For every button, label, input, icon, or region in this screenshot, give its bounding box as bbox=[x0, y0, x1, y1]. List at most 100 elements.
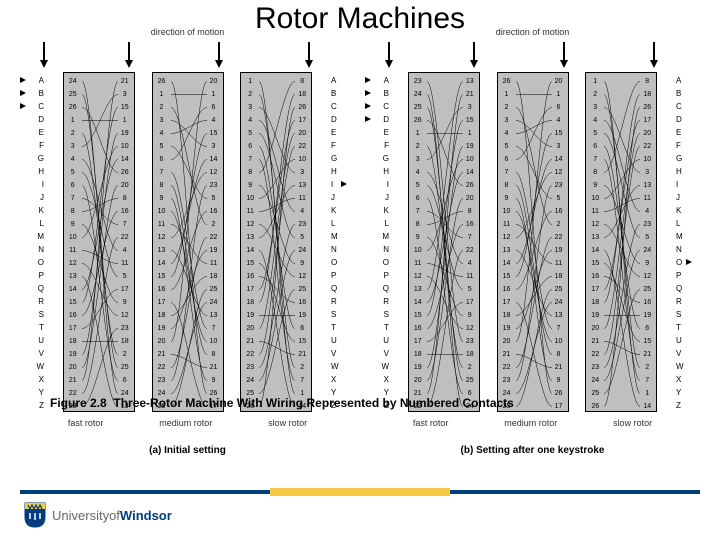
input-arrow-icon bbox=[20, 103, 26, 109]
contact: 9 bbox=[409, 231, 427, 244]
rotor-left-contacts: 2612345678910111213141516171819202122232… bbox=[498, 73, 516, 413]
contact: 13 bbox=[205, 309, 223, 322]
contact: 19 bbox=[498, 322, 516, 335]
input-arrow-icon bbox=[20, 90, 26, 96]
contact: 11 bbox=[293, 192, 311, 205]
contact: 12 bbox=[550, 166, 568, 179]
contact: 9 bbox=[205, 374, 223, 387]
contact: 20 bbox=[241, 322, 259, 335]
output-letters: ABCDEFGHIJKLMNOPQRSTUVWXYZ bbox=[329, 72, 347, 412]
contact: 17 bbox=[116, 283, 134, 296]
rotor-label: slow rotor bbox=[613, 418, 652, 428]
contact: 18 bbox=[586, 296, 604, 309]
logo-text: UniversityofWindsor bbox=[52, 508, 172, 523]
contact: 16 bbox=[116, 205, 134, 218]
contact: 1 bbox=[241, 75, 259, 88]
letter: H bbox=[373, 165, 389, 178]
contact: 12 bbox=[586, 218, 604, 231]
down-arrow-icon bbox=[125, 60, 133, 68]
contact: 14 bbox=[550, 153, 568, 166]
contact: 6 bbox=[638, 322, 656, 335]
contact: 12 bbox=[116, 309, 134, 322]
letter: A bbox=[373, 74, 389, 87]
letter: L bbox=[28, 217, 44, 230]
contact: 8 bbox=[638, 75, 656, 88]
rotor-label: medium rotor bbox=[159, 418, 212, 428]
letter: A bbox=[331, 74, 347, 87]
letter: B bbox=[676, 87, 692, 100]
letter: P bbox=[676, 269, 692, 282]
output-arrow-icon bbox=[686, 259, 692, 265]
contact: 7 bbox=[550, 322, 568, 335]
rotor-right-contacts: 8182617202210313114235249122516196152127… bbox=[638, 73, 656, 413]
contact: 3 bbox=[116, 88, 134, 101]
contact: 13 bbox=[638, 179, 656, 192]
contact: 2 bbox=[550, 218, 568, 231]
caption-b: (b) Setting after one keystroke bbox=[365, 445, 700, 456]
wiring bbox=[516, 75, 552, 413]
contact: 18 bbox=[498, 309, 516, 322]
contact: 2 bbox=[116, 348, 134, 361]
contact: 9 bbox=[293, 257, 311, 270]
rotors-row-a: ABCDEFGHIJKLMNOPQRSTUVWXYZ24252612345678… bbox=[20, 72, 355, 412]
contact: 16 bbox=[64, 309, 82, 322]
contact: 21 bbox=[550, 361, 568, 374]
contact: 15 bbox=[461, 114, 479, 127]
contact: 2 bbox=[64, 127, 82, 140]
contact: 3 bbox=[409, 153, 427, 166]
contact: 14 bbox=[116, 153, 134, 166]
contact: 1 bbox=[153, 88, 171, 101]
contact: 11 bbox=[64, 244, 82, 257]
contact: 26 bbox=[116, 166, 134, 179]
contact: 26 bbox=[638, 101, 656, 114]
contact: 6 bbox=[293, 322, 311, 335]
contact: 12 bbox=[638, 270, 656, 283]
contact: 8 bbox=[64, 205, 82, 218]
letter: J bbox=[331, 191, 347, 204]
contact: 20 bbox=[550, 75, 568, 88]
motion-label-b: direction of motion bbox=[496, 27, 570, 37]
contact: 10 bbox=[586, 192, 604, 205]
contact: 24 bbox=[550, 296, 568, 309]
rotor-right-contacts: 8182617202210313114235249122516196152127… bbox=[293, 73, 311, 413]
letter: O bbox=[28, 256, 44, 269]
contact: 8 bbox=[241, 166, 259, 179]
contact: 9 bbox=[638, 257, 656, 270]
contact: 3 bbox=[498, 114, 516, 127]
letter: D bbox=[28, 113, 44, 126]
contact: 6 bbox=[153, 153, 171, 166]
contact: 16 bbox=[461, 218, 479, 231]
contact: 15 bbox=[205, 127, 223, 140]
contact: 15 bbox=[550, 127, 568, 140]
contact: 19 bbox=[241, 309, 259, 322]
contact: 12 bbox=[205, 166, 223, 179]
input-arrow-icon bbox=[365, 90, 371, 96]
contact: 8 bbox=[153, 179, 171, 192]
contact: 8 bbox=[205, 348, 223, 361]
input-letters: ABCDEFGHIJKLMNOPQRSTUVWXYZ bbox=[373, 72, 391, 412]
letter: P bbox=[331, 269, 347, 282]
caption-a: (a) Initial setting bbox=[20, 445, 355, 456]
contact: 21 bbox=[116, 75, 134, 88]
wiring bbox=[259, 75, 295, 413]
contact: 26 bbox=[586, 400, 604, 413]
contact: 13 bbox=[550, 309, 568, 322]
contact: 8 bbox=[293, 75, 311, 88]
contact: 20 bbox=[586, 322, 604, 335]
contact: 3 bbox=[64, 140, 82, 153]
contact: 4 bbox=[409, 166, 427, 179]
letter: G bbox=[331, 152, 347, 165]
letter: W bbox=[28, 360, 44, 373]
letter: T bbox=[373, 321, 389, 334]
letter: C bbox=[676, 100, 692, 113]
letter: B bbox=[373, 87, 389, 100]
rotor-label: slow rotor bbox=[268, 418, 307, 428]
contact: 14 bbox=[461, 166, 479, 179]
contact: 5 bbox=[153, 140, 171, 153]
letter: K bbox=[28, 204, 44, 217]
letter: Y bbox=[676, 386, 692, 399]
rotor: 1234567891011121314151617181920212223242… bbox=[240, 72, 312, 412]
contact: 9 bbox=[498, 192, 516, 205]
contact: 10 bbox=[205, 335, 223, 348]
letter: R bbox=[373, 295, 389, 308]
